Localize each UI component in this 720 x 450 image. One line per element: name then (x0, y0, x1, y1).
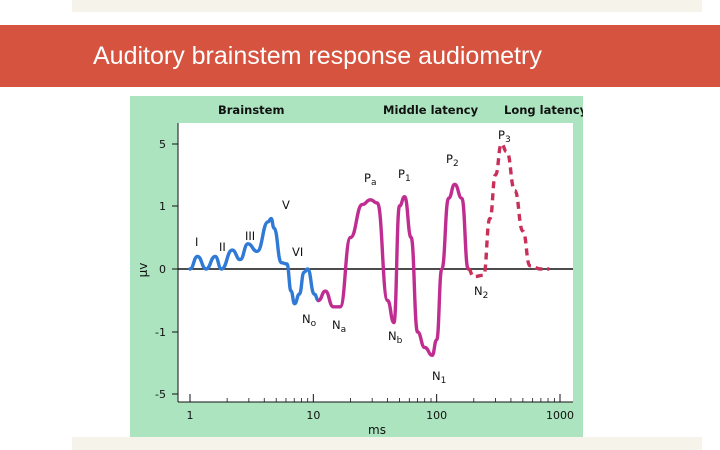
top-decor-strip (72, 0, 702, 12)
peak-label: I (195, 235, 198, 249)
peak-label: VI (292, 245, 303, 259)
abr-chart: Brainstem Middle latency Long latency510-1… (130, 96, 588, 440)
slide-title: Auditory brainstem response audiometry (93, 42, 542, 70)
series-line-middle-latency (316, 182, 470, 357)
section-header: Middle latency (383, 103, 479, 117)
y-tick-label: 5 (159, 138, 166, 151)
peak-label: P3 (498, 128, 511, 145)
peak-label: No (302, 312, 317, 329)
x-tick-label: 100 (426, 409, 447, 422)
peak-label: V (282, 198, 290, 212)
y-axis-label: µv (136, 263, 150, 278)
section-header: Long latency (504, 103, 583, 117)
y-tick-label: -5 (155, 388, 166, 401)
series-line-brainstem (188, 216, 321, 306)
peak-label: P2 (446, 152, 459, 169)
y-tick-label: 1 (159, 200, 166, 213)
series-line-long-latency (467, 142, 550, 279)
y-tick-label: -1 (155, 326, 166, 339)
peak-label: II (219, 240, 226, 254)
peak-label: N2 (474, 284, 488, 301)
x-tick-label: 1000 (546, 409, 574, 422)
x-axis-label: ms (368, 423, 386, 437)
x-tick-label: 1 (187, 409, 194, 422)
peak-label: III (245, 229, 255, 243)
peak-label: Pa (364, 171, 376, 188)
peak-label: P1 (398, 167, 411, 184)
figure-panel: Brainstem Middle latency Long latency 5 1 0 -1… (130, 96, 588, 440)
title-bar (0, 25, 720, 87)
y-tick-label: 0 (159, 263, 166, 276)
section-header: Brainstem (218, 103, 284, 117)
plot-area (178, 123, 573, 402)
peak-label: Nb (388, 329, 403, 346)
bottom-decor-strip (72, 437, 702, 450)
peak-label: Na (332, 318, 346, 335)
x-tick-label: 10 (306, 409, 320, 422)
peak-label: N1 (432, 369, 446, 386)
